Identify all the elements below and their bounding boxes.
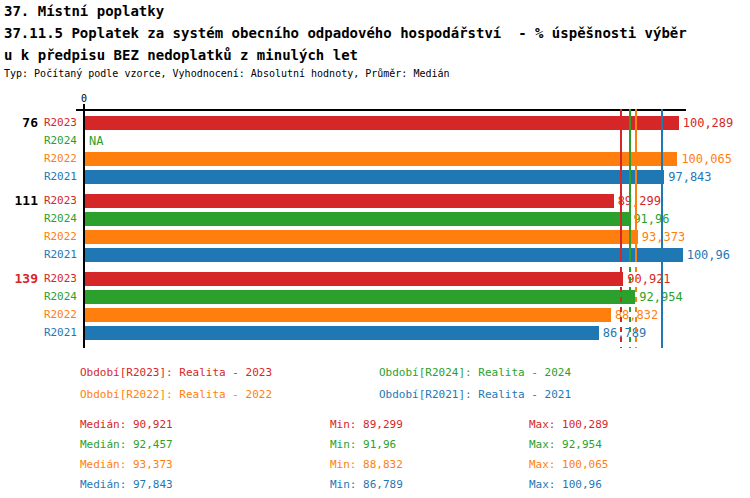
series-label: R2022 [40,230,77,244]
series-label: R2024 [40,290,77,304]
x-axis-zero-tick-label: 0 [77,93,91,104]
bar-row: R2022 88,832 [0,308,750,322]
bar-row: R2024 91,96 [0,212,750,226]
bar-value-label: 89,299 [618,194,661,208]
chart-title-line1: 37.11.5 Poplatek za systém obecního odpa… [4,25,687,41]
bar [85,152,677,166]
chart-meta-line: Typ: Počítaný podle vzorce, Vyhodnocení:… [4,68,450,79]
series-label: R2023 [40,116,77,130]
report-chart-screen: 37. Místní poplatky 37.11.5 Poplatek za … [0,0,750,498]
series-label: R2022 [40,308,77,322]
bar-row: R2021 97,843 [0,170,750,184]
stat-min-r2021: Min: 86,789 [330,478,403,491]
bar [85,272,623,286]
legend-item-r2024: Období[R2024]: Realita - 2024 [379,366,571,379]
bar-value-label: 97,843 [668,170,711,184]
median-line-r2023 [620,109,622,257]
report-section-title: 37. Místní poplatky [4,3,164,19]
group-label: 139 [0,272,38,286]
bar [85,326,599,340]
series-label: R2021 [40,326,77,340]
bar [85,290,635,304]
bar-row: R2022 100,065 [0,152,750,166]
series-label: R2021 [40,170,77,184]
series-label: R2022 [40,152,77,166]
series-label: R2023 [40,272,77,286]
stat-max-r2023: Max: 100,289 [529,418,608,431]
bar-value-label: 86,789 [603,326,646,340]
x-axis-line [76,109,686,111]
bar [85,230,638,244]
median-line-r2024 [629,109,631,257]
series-label: R2024 [40,212,77,226]
bar-value-label: 100,289 [683,116,734,130]
bar [85,248,683,262]
series-label: R2023 [40,194,77,208]
stat-median-r2022: Medián: 93,373 [80,458,173,471]
bar-value-label: NA [89,134,103,148]
bar-value-label: 90,921 [627,272,670,286]
chart-title-line2: u k předpisu BEZ nedoplatků z minulých l… [4,47,358,63]
series-label: R2021 [40,248,77,262]
bar-row: R2022 93,373 [0,230,750,244]
stat-median-r2021: Medián: 97,843 [80,478,173,491]
median-line-r2022 [635,109,637,257]
group-label: 111 [0,194,38,208]
bar-row: R2024 92,954 [0,290,750,304]
bar-row: 139 R2023 90,921 [0,272,750,286]
stat-median-r2023: Medián: 90,921 [80,418,173,431]
stat-max-r2021: Max: 100,96 [529,478,602,491]
group-label: 76 [0,116,38,130]
bar-row: 76 R2023 100,289 [0,116,750,130]
bar-row: R2024 NA [0,134,750,148]
stat-median-r2024: Medián: 92,457 [80,438,173,451]
legend-item-r2023: Období[R2023]: Realita - 2023 [80,366,272,379]
bar [85,212,629,226]
median-line-r2022-dashed [635,257,637,348]
series-label: R2024 [40,134,77,148]
median-line-r2024-dashed [629,257,631,348]
bar [85,170,664,184]
stat-min-r2024: Min: 91,96 [330,438,396,451]
bar-value-label: 91,96 [633,212,669,226]
bar [85,116,679,130]
median-line-r2021 [661,109,663,348]
legend-item-r2022: Období[R2022]: Realita - 2022 [80,388,272,401]
stat-max-r2024: Max: 92,954 [529,438,602,451]
stat-max-r2022: Max: 100,065 [529,458,608,471]
legend-item-r2021: Období[R2021]: Realita - 2021 [379,388,571,401]
bar-row: R2021 100,96 [0,248,750,262]
stat-min-r2023: Min: 89,299 [330,418,403,431]
stat-min-r2022: Min: 88,832 [330,458,403,471]
bar-value-label: 100,065 [681,152,732,166]
bar-value-label: 93,373 [642,230,685,244]
bar [85,308,611,322]
bar-value-label: 100,96 [687,248,730,262]
bar [85,194,614,208]
median-line-r2023-dashed [620,257,622,348]
bar-row: R2021 86,789 [0,326,750,340]
bar-row: 111 R2023 89,299 [0,194,750,208]
